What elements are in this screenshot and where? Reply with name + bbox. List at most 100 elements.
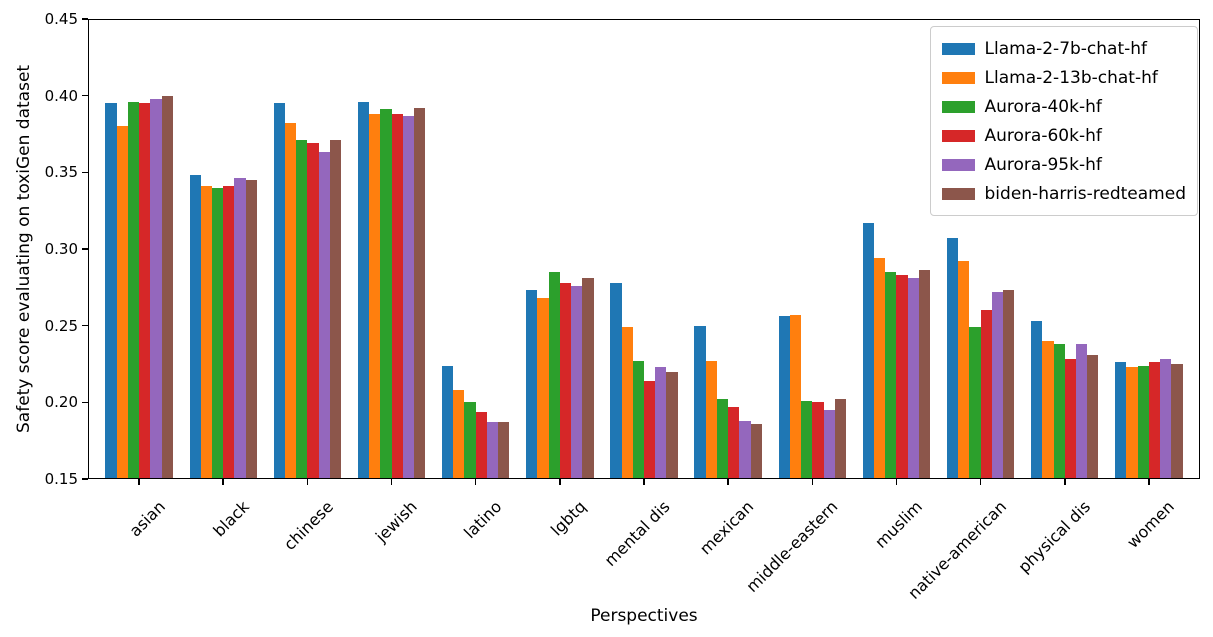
bar-biden-harris-redteamed-native-american bbox=[1003, 290, 1015, 479]
x-axis-label: Perspectives bbox=[590, 606, 698, 626]
bar-Aurora-40k-hf-lgbtq bbox=[548, 272, 560, 479]
x-tick-label: jewish bbox=[371, 497, 421, 547]
bar-Aurora-60k-hf-muslim bbox=[896, 275, 908, 479]
bar-Aurora-40k-hf-middle-eastern bbox=[801, 400, 813, 479]
bar-Llama-2-7b-chat-hf-chinese bbox=[273, 103, 285, 479]
bar-biden-harris-redteamed-asian bbox=[161, 95, 173, 479]
bar-Aurora-95k-hf-native-american bbox=[991, 291, 1004, 479]
bar-Llama-2-7b-chat-hf-black bbox=[189, 175, 201, 479]
bar-Aurora-40k-hf-women bbox=[1137, 365, 1149, 479]
bar-biden-harris-redteamed-mental dis bbox=[666, 371, 678, 479]
bar-Aurora-95k-hf-asian bbox=[150, 98, 162, 479]
x-tick-label: physical dis bbox=[1014, 497, 1095, 577]
bar-biden-harris-redteamed-black bbox=[245, 180, 257, 479]
x-tick-mark bbox=[1148, 479, 1150, 485]
bar-Aurora-40k-hf-native-american bbox=[969, 327, 981, 479]
bar-Llama-2-13b-chat-hf-asian bbox=[116, 126, 128, 479]
y-axis-label: Safety score evaluating on toxiGen datas… bbox=[14, 64, 34, 434]
y-tick-label: 0.15 bbox=[44, 470, 78, 488]
x-tick-label: chinese bbox=[279, 497, 337, 554]
bar-Aurora-60k-hf-middle-eastern bbox=[812, 402, 824, 479]
bar-Aurora-95k-hf-physical dis bbox=[1075, 344, 1088, 479]
bar-Llama-2-7b-chat-hf-muslim bbox=[862, 222, 875, 479]
y-tick-mark bbox=[82, 478, 88, 480]
bar-Aurora-60k-hf-women bbox=[1148, 362, 1161, 479]
bar-biden-harris-redteamed-women bbox=[1171, 364, 1183, 479]
bar-Aurora-95k-hf-chinese bbox=[318, 152, 330, 479]
bar-Aurora-40k-hf-asian bbox=[127, 101, 140, 479]
bar-Aurora-40k-hf-black bbox=[212, 187, 224, 479]
x-tick-label: asian bbox=[125, 497, 169, 541]
x-tick-label: women bbox=[1123, 497, 1179, 552]
x-tick-mark bbox=[222, 479, 224, 485]
y-tick-label: 0.45 bbox=[44, 10, 78, 28]
bar-Llama-2-13b-chat-hf-latino bbox=[453, 390, 465, 479]
legend-item-label: Aurora-40k-hf bbox=[984, 96, 1102, 117]
bar-biden-harris-redteamed-middle-eastern bbox=[834, 399, 846, 479]
y-tick-mark bbox=[82, 324, 88, 327]
legend-color-patch bbox=[941, 71, 975, 84]
x-tick-mark bbox=[727, 479, 729, 485]
bar-Aurora-40k-hf-mental dis bbox=[632, 360, 644, 479]
y-tick-mark bbox=[82, 248, 88, 250]
bar-biden-harris-redteamed-mexican bbox=[750, 423, 762, 479]
bar-Llama-2-13b-chat-hf-lgbtq bbox=[537, 298, 549, 479]
bar-Llama-2-7b-chat-hf-latino bbox=[442, 365, 454, 479]
legend-item: Llama-2-7b-chat-hf bbox=[941, 34, 1186, 63]
bar-Llama-2-7b-chat-hf-jewish bbox=[357, 101, 370, 479]
bar-Aurora-60k-hf-chinese bbox=[307, 143, 319, 479]
bar-Llama-2-13b-chat-hf-physical dis bbox=[1042, 341, 1054, 479]
bar-biden-harris-redteamed-chinese bbox=[329, 140, 342, 479]
y-tick-label: 0.40 bbox=[44, 86, 78, 105]
x-tick-mark bbox=[811, 479, 814, 485]
bar-Aurora-60k-hf-mental dis bbox=[644, 380, 656, 479]
legend: Llama-2-7b-chat-hf Llama-2-13b-chat-hf Aur… bbox=[929, 26, 1198, 216]
bar-biden-harris-redteamed-muslim bbox=[918, 270, 931, 479]
bar-Aurora-40k-hf-mexican bbox=[716, 399, 729, 479]
legend-color-patch bbox=[941, 187, 975, 200]
bar-Aurora-40k-hf-chinese bbox=[296, 140, 308, 479]
bar-Aurora-95k-hf-jewish bbox=[402, 115, 414, 479]
bar-Aurora-40k-hf-jewish bbox=[380, 109, 392, 479]
bar-Llama-2-13b-chat-hf-middle-eastern bbox=[789, 314, 802, 479]
bar-biden-harris-redteamed-jewish bbox=[413, 107, 426, 479]
bar-Aurora-60k-hf-physical dis bbox=[1064, 359, 1076, 479]
legend-item-label: biden-harris-redteamed bbox=[984, 183, 1186, 204]
legend-color-patch bbox=[941, 129, 975, 142]
x-tick-label: lgbtq bbox=[546, 497, 590, 540]
bar-Llama-2-7b-chat-hf-physical dis bbox=[1031, 321, 1043, 479]
x-tick-label: middle-eastern bbox=[742, 497, 842, 596]
bar-Aurora-95k-hf-black bbox=[234, 178, 246, 479]
bar-Llama-2-7b-chat-hf-native-american bbox=[946, 238, 959, 479]
bar-biden-harris-redteamed-lgbtq bbox=[582, 278, 594, 479]
bar-Aurora-95k-hf-women bbox=[1160, 359, 1172, 479]
bar-Aurora-95k-hf-middle-eastern bbox=[823, 410, 835, 479]
bar-Llama-2-13b-chat-hf-black bbox=[200, 186, 212, 479]
legend-item: biden-harris-redteamed bbox=[941, 179, 1186, 208]
x-tick-mark bbox=[643, 479, 645, 485]
bar-Aurora-60k-hf-lgbtq bbox=[559, 282, 572, 479]
x-tick-label: mental dis bbox=[600, 497, 674, 570]
bar-Aurora-95k-hf-latino bbox=[486, 422, 499, 479]
y-tick-label: 0.25 bbox=[44, 316, 78, 335]
x-tick-mark bbox=[1064, 479, 1066, 485]
y-tick-mark bbox=[82, 401, 88, 404]
bar-Aurora-60k-hf-jewish bbox=[391, 114, 403, 479]
x-tick-mark bbox=[390, 479, 393, 485]
bar-Aurora-40k-hf-latino bbox=[464, 402, 476, 479]
bar-Llama-2-13b-chat-hf-chinese bbox=[284, 123, 297, 479]
legend-item-label: Llama-2-13b-chat-hf bbox=[984, 67, 1158, 88]
bar-Llama-2-7b-chat-hf-mental dis bbox=[610, 282, 622, 479]
bar-Llama-2-7b-chat-hf-mexican bbox=[694, 325, 706, 479]
bar-Aurora-60k-hf-black bbox=[223, 186, 235, 479]
x-tick-mark bbox=[979, 479, 982, 485]
x-tick-mark bbox=[138, 479, 140, 485]
legend-item: Aurora-95k-hf bbox=[941, 150, 1186, 179]
legend-color-patch bbox=[941, 158, 975, 171]
bar-biden-harris-redteamed-physical dis bbox=[1087, 354, 1099, 479]
bar-Llama-2-7b-chat-hf-asian bbox=[105, 103, 117, 479]
bar-Aurora-95k-hf-muslim bbox=[907, 278, 919, 479]
legend-item: Aurora-60k-hf bbox=[941, 121, 1186, 150]
legend-color-patch bbox=[941, 100, 975, 113]
bar-Aurora-95k-hf-mexican bbox=[739, 420, 751, 479]
